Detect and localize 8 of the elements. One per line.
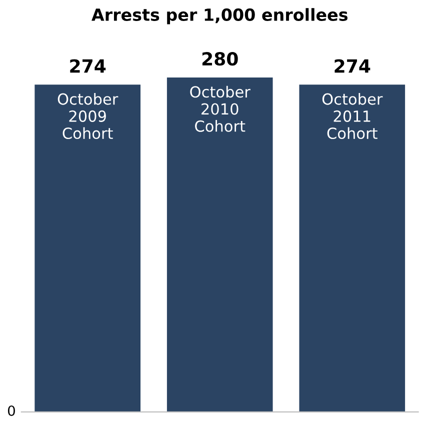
x-tick-label: October 2011 Cohort: [322, 93, 383, 140]
x-tick-label: October 2010 Cohort: [190, 86, 250, 132]
chart-title: Arrests per 1,000 enrollees: [92, 8, 348, 24]
x-tick-label: October 2009 Cohort: [58, 93, 118, 140]
data-label: 274: [334, 59, 370, 73]
data-label: 274: [70, 59, 106, 73]
data-label: 280: [202, 52, 238, 66]
text: 0: [8, 405, 15, 416]
